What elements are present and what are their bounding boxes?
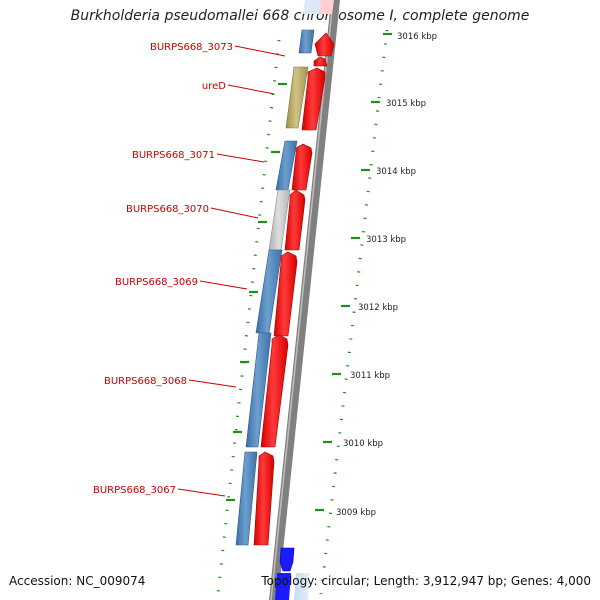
map-title: Burkholderia pseudomallei 668 chromosome… (70, 8, 530, 24)
gene-arrow (314, 32, 335, 57)
ruler-label: 3016 kbp (397, 32, 437, 42)
gene-arrow (291, 143, 313, 191)
gene-label[interactable]: BURPS668_3073 (150, 42, 233, 53)
partial-feature-bottom (279, 547, 295, 572)
gene-label[interactable]: BURPS668_3070 (126, 204, 209, 215)
partial-feature-top (303, 0, 321, 14)
cds-segment (245, 332, 272, 448)
genome-summary-text: Topology: circular; Length: 3,912,947 bp… (261, 574, 591, 588)
backbone-highlight (270, 0, 334, 600)
ruler-label: 3011 kbp (350, 371, 390, 381)
gene-label[interactable]: ureD (202, 81, 226, 92)
gene-label[interactable]: BURPS668_3071 (132, 150, 215, 161)
partial-feature-bottom (294, 573, 310, 600)
gene-arrow (253, 451, 275, 546)
gene-label[interactable]: BURPS668_3068 (104, 376, 187, 387)
label-leaders (177, 45, 286, 497)
gene-arrow (284, 189, 306, 251)
gene-label[interactable]: BURPS668_3067 (93, 485, 176, 496)
gene-arrow (301, 67, 326, 131)
gene-track (253, 32, 335, 546)
ruler-label: 3012 kbp (358, 303, 398, 313)
ruler-label: 3015 kbp (386, 99, 426, 109)
ruler-label: 3009 kbp (336, 508, 376, 518)
ruler-label: 3014 kbp (376, 167, 416, 177)
partial-arrow-top (319, 0, 334, 14)
gene-arrow (260, 334, 289, 448)
cds-segment (235, 451, 258, 546)
ruler-tick-dots (216, 29, 389, 595)
gene-label[interactable]: BURPS668_3069 (115, 277, 198, 288)
ruler-label: 3013 kbp (366, 235, 406, 245)
partial-feature-bottom (275, 573, 291, 600)
cds-track (235, 29, 315, 546)
gene-arrow (313, 56, 328, 67)
ruler-major-ticks (226, 32, 392, 512)
cds-segment (285, 66, 309, 129)
ruler-label: 3010 kbp (343, 439, 383, 449)
gene-arrow (273, 251, 298, 337)
accession-text: Accession: NC_009074 (9, 574, 146, 588)
cds-segment (298, 29, 315, 54)
